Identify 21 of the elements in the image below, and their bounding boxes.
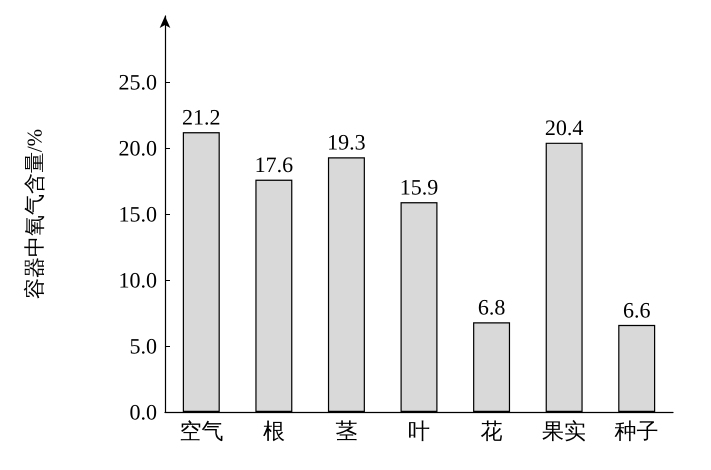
- x-tick-label: 种子: [614, 418, 659, 444]
- x-tick-label: 叶: [408, 418, 430, 444]
- y-axis-title: 容器中氧气含量/%: [22, 128, 46, 300]
- data-label: 19.3: [327, 130, 366, 155]
- y-tick-label: 0.0: [130, 400, 157, 424]
- data-label: 20.4: [544, 115, 584, 140]
- data-label: 6.8: [478, 294, 506, 320]
- y-tick-label: 25.0: [118, 70, 157, 94]
- x-tick-label: 果实: [542, 418, 586, 444]
- x-tick-label: 花: [480, 418, 503, 444]
- y-tick-label: 15.0: [118, 202, 157, 226]
- data-label: 6.6: [622, 297, 650, 322]
- y-tick-label: 10.0: [118, 268, 157, 292]
- data-label: 15.9: [400, 174, 438, 200]
- x-tick-label: 空气: [179, 418, 224, 444]
- data-label: 17.6: [254, 152, 294, 178]
- x-tick-label: 茎: [335, 418, 358, 444]
- x-tick-label: 根: [262, 418, 285, 444]
- data-label: 21.2: [182, 104, 221, 130]
- y-tick-label: 20.0: [118, 136, 157, 160]
- y-tick-label: 5.0: [130, 334, 157, 358]
